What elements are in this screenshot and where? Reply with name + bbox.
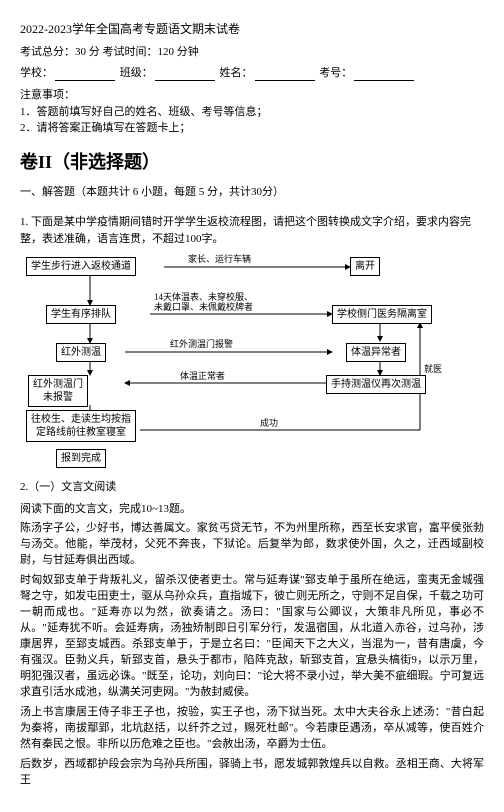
part-1-title: 一、解答题（本题共计 6 小题，每题 5 分，共计30分）	[20, 184, 484, 201]
flow-box-leave: 离开	[350, 257, 380, 276]
flow-label-success: 成功	[260, 419, 278, 429]
flow-label-alarm: 红外测温门报警	[170, 340, 233, 350]
notice-line-1: 1．答题前填写好自己的姓名、班级、考号等信息；	[20, 104, 484, 121]
school-label: 学校：	[20, 67, 53, 79]
flow-box-abnormal: 体温异常者	[346, 343, 406, 362]
notice-heading: 注意事项：	[20, 87, 484, 104]
passage-2: 时匈奴郅支单于背叛礼义，留杀汉使者吏士。常与延寿谋"郅支单于虽所在绝远，蛮夷无金…	[20, 573, 484, 701]
notice-line-2: 2．请将答案正确填写在答题卡上；	[20, 120, 484, 137]
flow-box-no-alarm: 红外测温门 未报警	[28, 375, 88, 407]
passage-1: 陈汤字子公，少好书，博达善属文。家贫丐贷无节，不为州里所称，西至长安求官，富平侯…	[20, 521, 484, 569]
name-blank[interactable]	[255, 68, 315, 81]
class-label: 班级：	[120, 67, 153, 79]
student-info-line: 学校： 班级： 姓名： 考号：	[20, 65, 484, 82]
flow-box-ir: 红外测温	[56, 343, 106, 362]
name-label: 姓名：	[220, 67, 253, 79]
flow-label-parents: 家长、运行车辆	[188, 255, 251, 265]
flow-box-queue: 学生有序排队	[46, 305, 116, 324]
flow-box-route: 往校生、走读生均按指 定路线前往教室寝室	[26, 410, 136, 442]
id-label: 考号：	[319, 67, 352, 79]
question-2-heading: 2.（一）文言文阅读	[20, 479, 484, 496]
flow-box-enter: 学生步行进入返校通道	[26, 257, 136, 276]
flow-label-14day: 14天体温表、未穿校服、 未戴口罩、未佩戴校牌者	[154, 293, 253, 313]
flow-box-recheck: 手持测温仪再次测温	[326, 375, 426, 394]
flow-box-isol: 学校侧门医务隔离室	[332, 305, 432, 324]
flowchart: 学生步行进入返校通道 学生有序排队 红外测温 红外测温门 未报警 往校生、走读生…	[20, 255, 484, 465]
question-1-text: 1. 下面是某中学疫情期间错时开学学生返校流程图，请把这个图转换成文字介绍，要求…	[20, 214, 484, 247]
school-blank[interactable]	[55, 68, 115, 81]
question-2-sub: 阅读下面的文言文，完成10~13题。	[20, 502, 484, 518]
class-blank[interactable]	[155, 68, 215, 81]
id-blank[interactable]	[354, 68, 414, 81]
exam-title: 2022-2023学年全国高考专题语文期末试卷	[20, 20, 484, 38]
notice-block: 注意事项： 1．答题前填写好自己的姓名、班级、考号等信息； 2．请将答案正确填写…	[20, 87, 484, 137]
flow-label-normal: 体温正常者	[180, 372, 225, 382]
passage-4: 后数岁，西域都护段会宗为乌孙兵所围，驿骑上书，愿发城郭敦煌兵以自救。丞相王商、大…	[20, 757, 484, 789]
score-time-line: 考试总分：30 分 考试时间：120 分钟	[20, 44, 484, 61]
section-title: 卷II（非选择题）	[20, 149, 484, 176]
flow-label-seek: 就医	[424, 365, 442, 375]
passage-3: 汤上书言康居王侍子非王子也，按验，实王子也，汤下狱当死。太中大夫谷永上述汤："昔…	[20, 705, 484, 753]
flow-box-done: 报到完成	[56, 449, 106, 468]
